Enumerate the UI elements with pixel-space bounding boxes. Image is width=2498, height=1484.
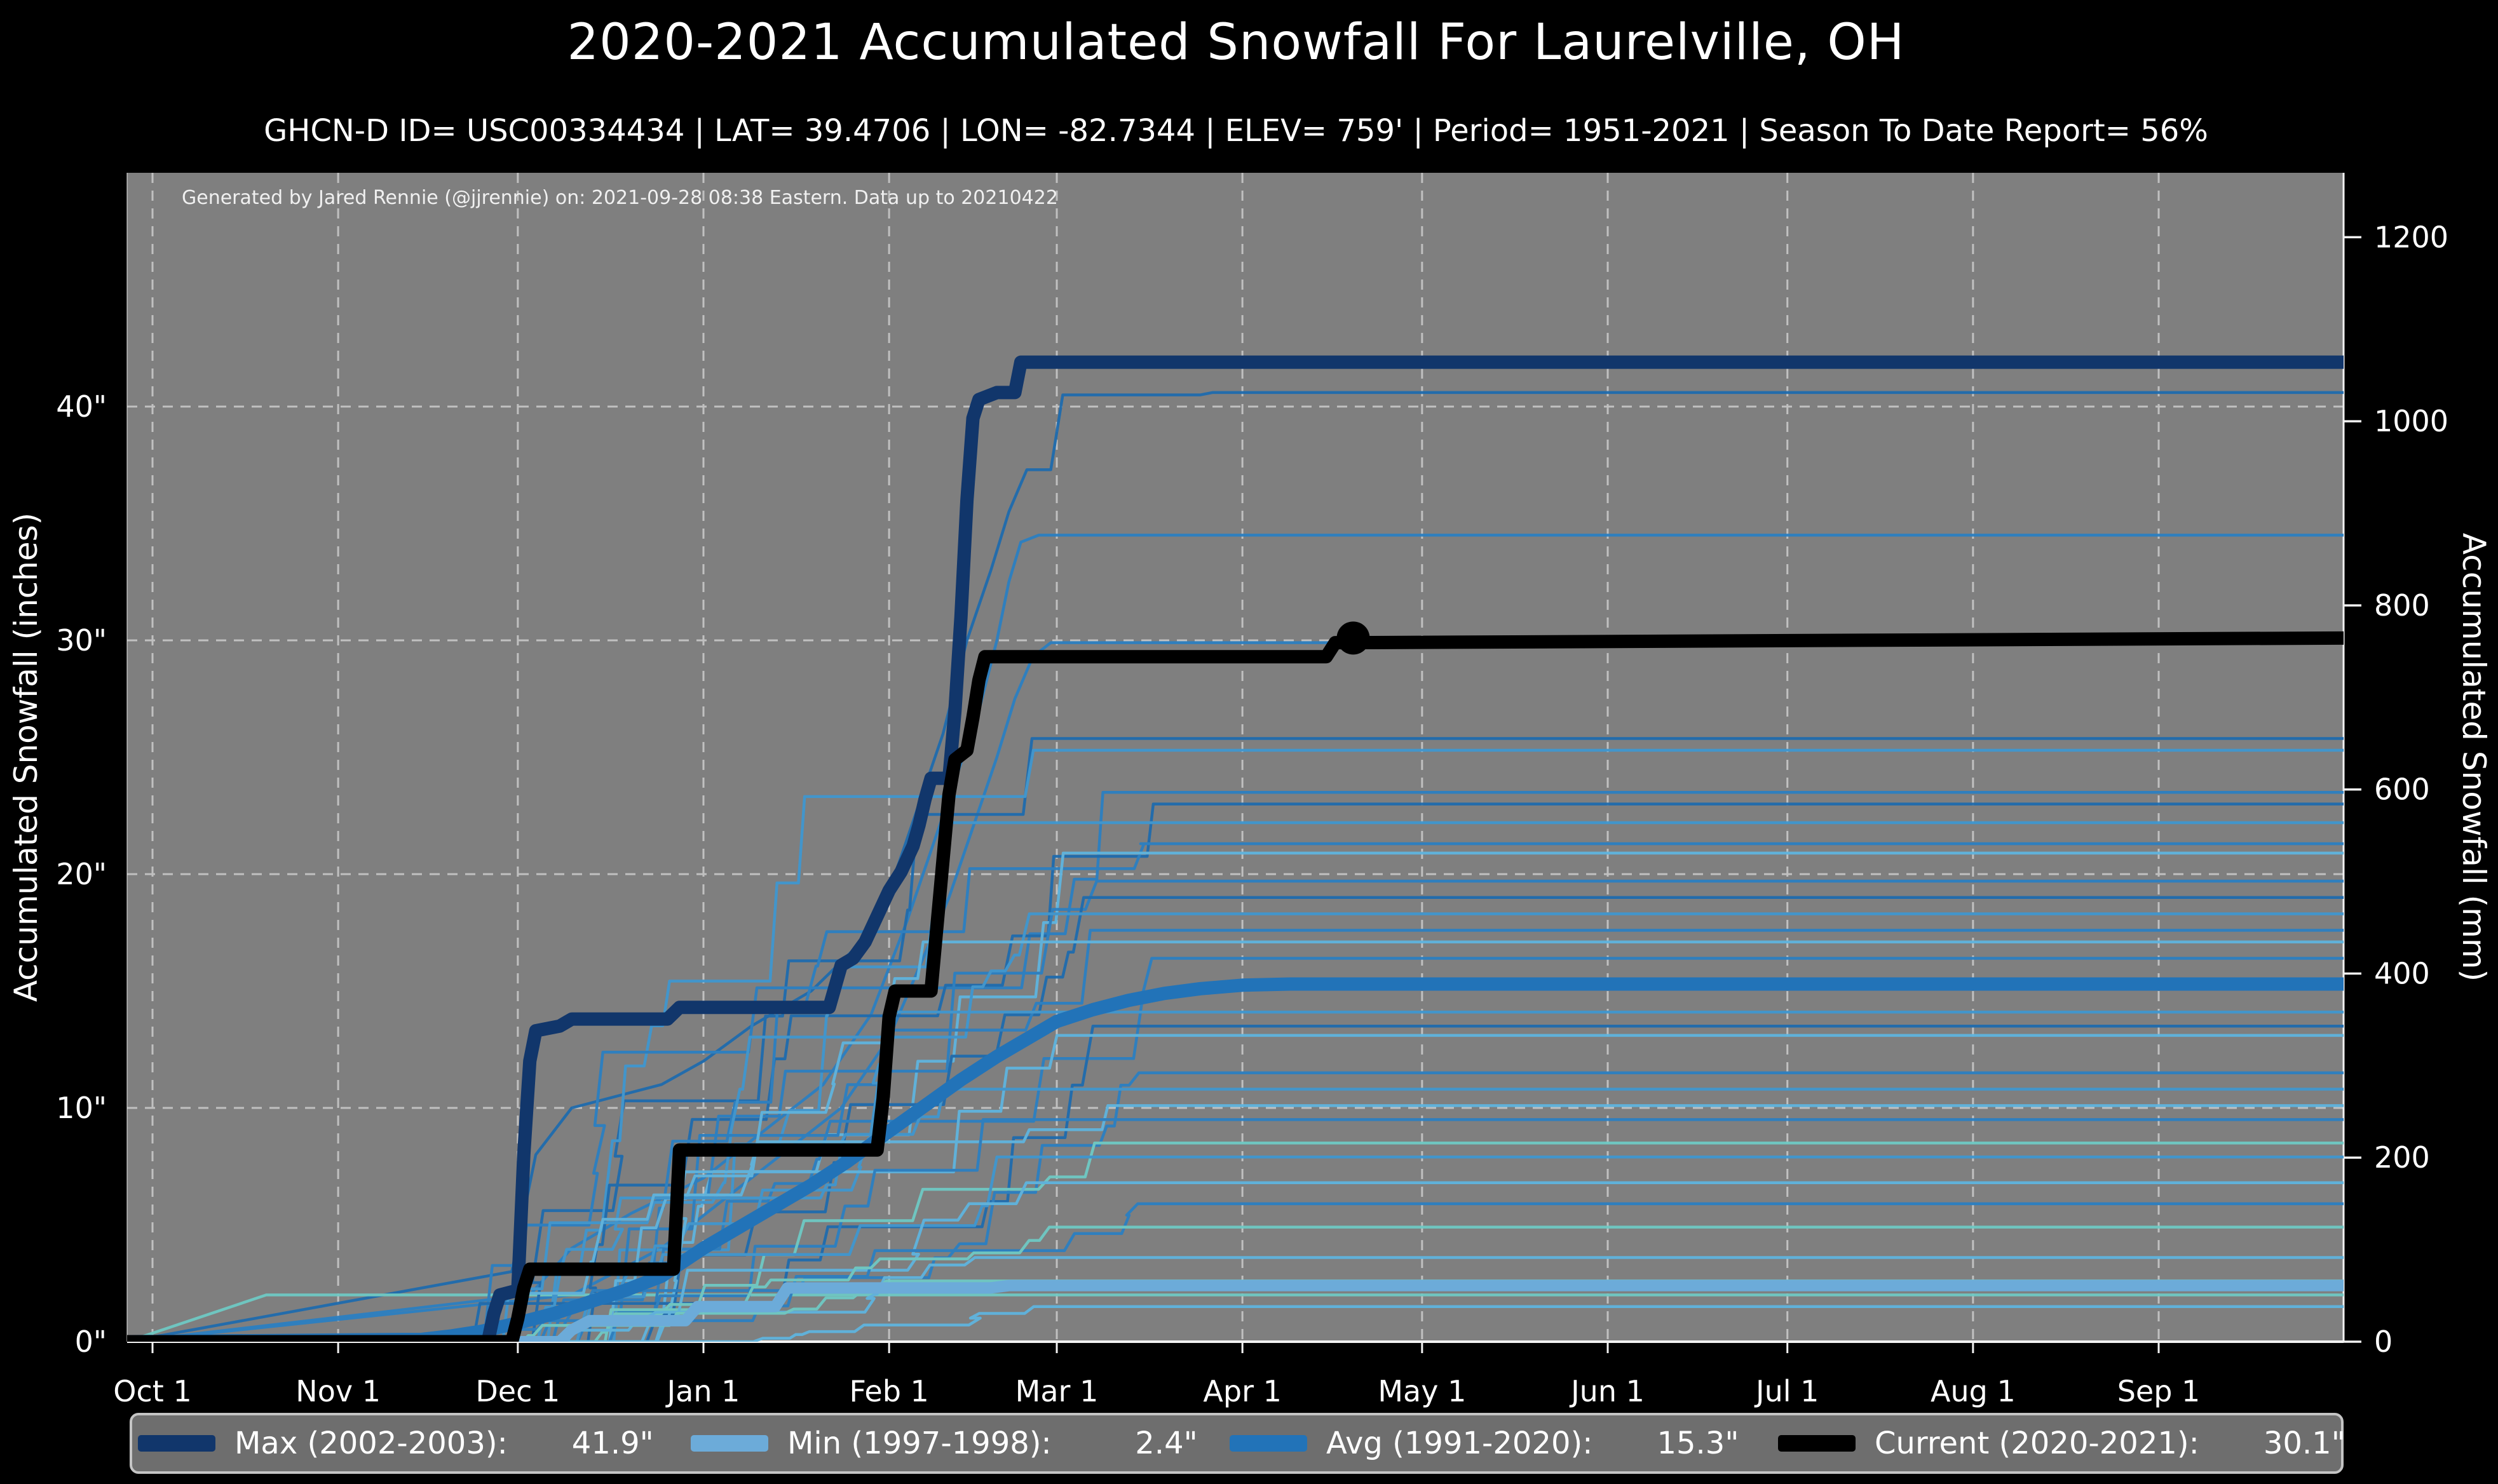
page-title: 2020-2021 Accumulated Snowfall For Laure… (567, 14, 1905, 71)
right-tick-labels: 0 200 400 600 800 1000 1200 (2374, 220, 2448, 1359)
x-tick-label: Jul 1 (1754, 1374, 1819, 1408)
season-line (127, 1104, 2344, 1342)
season-line (127, 896, 2344, 1342)
x-tick-label: Oct 1 (113, 1374, 191, 1408)
background-season-lines (127, 391, 2344, 1342)
legend-label: Min (1997-1998): (787, 1426, 1052, 1461)
y-tick-label-mm: 200 (2374, 1140, 2430, 1175)
y-tick-label-inches: 10" (56, 1091, 107, 1125)
legend-label: Avg (1991-2020): (1326, 1426, 1593, 1461)
y-tick-label-mm: 1000 (2374, 404, 2448, 438)
x-tick-label: Jan 1 (665, 1374, 740, 1408)
legend-item-max: Max (2002-2003): 41.9" (138, 1415, 654, 1471)
left-tick-labels: 0" 10" 20" 30" 40" (56, 389, 107, 1359)
generated-by-annotation: Generated by Jared Rennie (@jjrennie) on… (182, 187, 1058, 209)
series-layer (127, 355, 2344, 1342)
season-line (127, 912, 2344, 1342)
legend-swatch (1778, 1435, 1856, 1452)
y-tick-label-inches: 0" (75, 1325, 107, 1359)
x-tick-label: Sep 1 (2117, 1374, 2201, 1408)
legend-swatch (691, 1435, 768, 1452)
x-tick-label: Feb 1 (849, 1374, 928, 1408)
y-tick-label-inches: 20" (56, 857, 107, 891)
plot-area (127, 173, 2344, 1342)
gridlines (127, 173, 2344, 1342)
legend-swatch (138, 1435, 215, 1452)
y-tick-label-mm: 400 (2374, 956, 2430, 990)
x-tick-label: Jun 1 (1569, 1374, 1645, 1408)
x-tick-label: Apr 1 (1203, 1374, 1281, 1408)
legend-item-min: Min (1997-1998): 2.4" (691, 1415, 1198, 1471)
x-tick-labels: Oct 1 Nov 1 Dec 1 Jan 1 Feb 1 Mar 1 Apr 1 May 1… (113, 1374, 2200, 1408)
legend-swatch (1230, 1435, 1307, 1452)
x-tick-label: Nov 1 (295, 1374, 381, 1408)
series-line-min (127, 1279, 2344, 1342)
y-tick-label-mm: 1200 (2374, 220, 2448, 254)
x-tick-label: Mar 1 (1015, 1374, 1099, 1408)
season-line (127, 879, 2344, 1342)
legend-value: 15.3" (1657, 1426, 1739, 1461)
x-tick-label: Dec 1 (475, 1374, 560, 1408)
legend-label: Current (2020-2021): (1875, 1426, 2199, 1461)
legend-label: Max (2002-2003): (234, 1426, 508, 1461)
y-tick-label-inches: 40" (56, 389, 107, 424)
station-subtitle: GHCN-D ID= USC00334434 | LAT= 39.4706 | … (264, 113, 2208, 149)
season-line (127, 1088, 2344, 1342)
y-tick-label-inches: 30" (56, 623, 107, 658)
y-tick-label-mm: 0 (2374, 1325, 2393, 1359)
season-line (127, 1141, 2344, 1342)
legend-value: 30.1" (2263, 1426, 2345, 1461)
season-line (127, 1293, 2344, 1342)
right-axis-title: Accumulated Snowfall (mm) (2455, 533, 2492, 981)
y-tick-label-mm: 600 (2374, 772, 2430, 807)
legend-item-current: Current (2020-2021): 30.1" (1778, 1415, 2345, 1471)
season-line (127, 737, 2344, 1342)
legend-item-avg: Avg (1991-2020): 15.3" (1230, 1415, 1739, 1471)
x-tick-label: Aug 1 (1931, 1374, 2016, 1408)
series-line-max (127, 355, 2344, 1342)
series-line-current (127, 631, 2344, 1342)
left-axis-title: Accumulated Snowfall (inches) (8, 513, 44, 1002)
season-line (127, 1305, 2344, 1342)
legend-value: 41.9" (571, 1426, 654, 1461)
legend: Max (2002-2003): 41.9" Min (1997-1998): 2.4… (130, 1413, 2345, 1474)
x-tick-label: May 1 (1378, 1374, 1466, 1408)
legend-value: 2.4" (1135, 1426, 1198, 1461)
season-line (127, 1256, 2344, 1342)
y-tick-label-mm: 800 (2374, 588, 2430, 623)
current-end-dot (1336, 621, 1370, 655)
